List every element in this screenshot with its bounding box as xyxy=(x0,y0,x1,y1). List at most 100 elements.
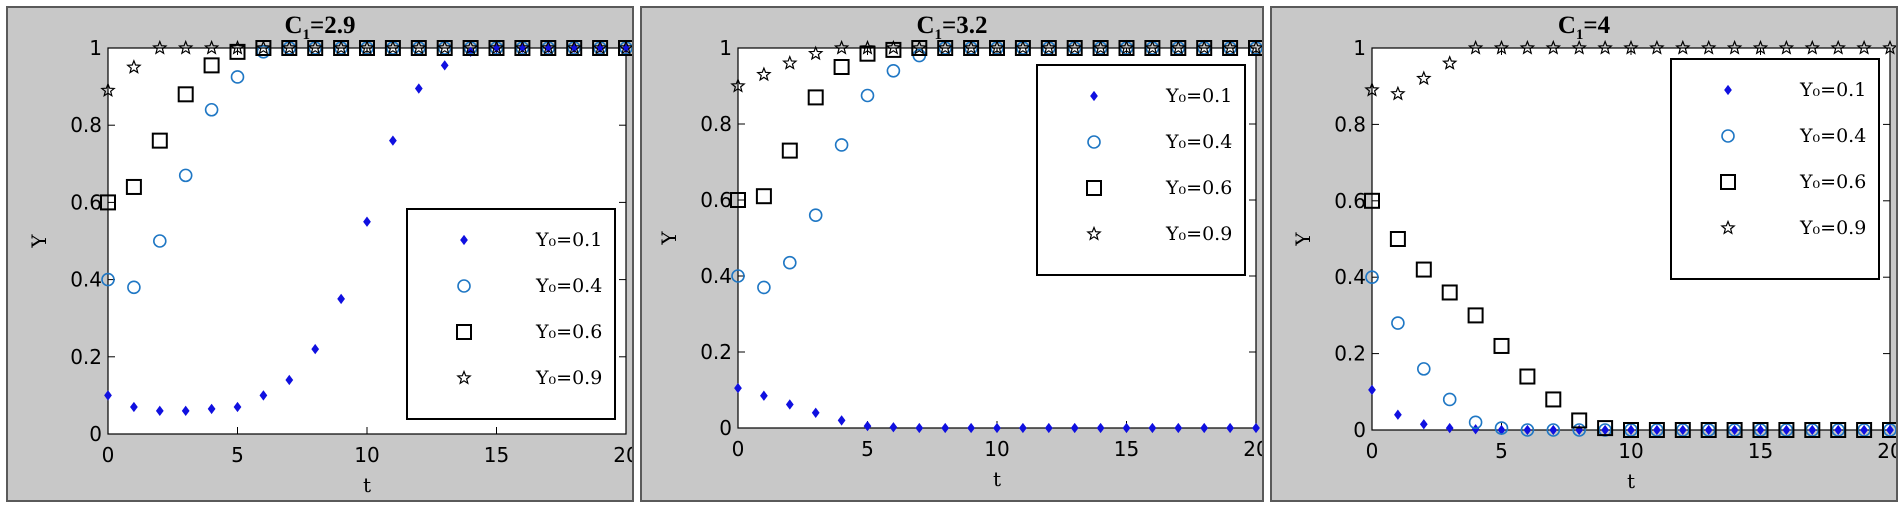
legend: Y₀=0.1 Y₀=0.4 Y₀=0.6 Y₀=0.9 xyxy=(1036,64,1246,276)
data-point xyxy=(1365,270,1379,285)
data-point xyxy=(1044,422,1053,434)
data-point xyxy=(1830,39,1846,55)
data-point xyxy=(311,343,320,355)
y-tick-label: 0.2 xyxy=(70,345,102,369)
legend-item: Y₀=0.1 xyxy=(1038,78,1244,114)
data-point xyxy=(436,39,453,55)
data-point xyxy=(230,70,245,84)
data-point xyxy=(781,142,798,159)
data-point xyxy=(760,390,768,401)
data-point xyxy=(488,39,505,55)
y-tick-label: 0.4 xyxy=(700,264,732,288)
data-point xyxy=(1041,39,1057,55)
y-tick-label: 0.8 xyxy=(1334,112,1366,136)
data-point xyxy=(1674,422,1691,438)
data-point xyxy=(911,39,928,55)
data-point xyxy=(731,269,745,283)
data-point xyxy=(363,216,371,227)
data-point xyxy=(1493,337,1510,354)
data-point xyxy=(1252,422,1260,434)
x-axis-label: t xyxy=(1627,469,1635,493)
data-point xyxy=(414,83,423,94)
data-point xyxy=(1882,39,1896,55)
y-tick-label: 0.8 xyxy=(70,113,102,137)
data-point xyxy=(177,39,194,55)
y-tick-label: 0 xyxy=(1353,418,1366,442)
data-point xyxy=(1222,39,1238,55)
legend-marker-star xyxy=(1086,225,1102,241)
x-tick-label: 0 xyxy=(732,437,745,461)
data-point xyxy=(540,39,557,55)
data-point xyxy=(1096,422,1105,434)
data-point xyxy=(203,57,220,74)
data-point xyxy=(359,39,375,55)
x-tick-label: 5 xyxy=(861,437,874,461)
data-point xyxy=(1417,362,1431,376)
data-point xyxy=(1416,70,1432,86)
y-tick-label: 0 xyxy=(89,422,102,446)
y-tick-label: 1 xyxy=(1353,36,1366,60)
data-point xyxy=(100,194,116,211)
legend: Y₀=0.1 Y₀=0.4 Y₀=0.6 Y₀=0.9 xyxy=(406,208,616,420)
data-point xyxy=(757,280,771,295)
legend-marker-square xyxy=(456,324,472,340)
data-point xyxy=(1856,39,1872,55)
data-point xyxy=(178,168,193,183)
data-point xyxy=(1545,391,1562,408)
data-point xyxy=(181,405,190,417)
x-tick-label: 15 xyxy=(1114,437,1139,461)
data-point xyxy=(1730,424,1739,436)
legend: Y₀=0.1 Y₀=0.4 Y₀=0.6 Y₀=0.9 xyxy=(1670,58,1880,280)
data-point xyxy=(859,45,876,62)
legend-marker-square xyxy=(1720,174,1736,190)
data-point xyxy=(785,399,794,410)
legend-marker-circle xyxy=(1721,129,1735,143)
data-point xyxy=(1627,424,1635,436)
x-tick-label: 20 xyxy=(1877,439,1896,463)
data-point xyxy=(152,39,168,55)
data-point xyxy=(1756,424,1765,436)
data-point xyxy=(860,88,875,103)
data-point xyxy=(1856,422,1873,438)
data-point xyxy=(915,422,924,434)
legend-label: Y₀=0.6 xyxy=(1800,171,1867,193)
data-point xyxy=(1118,39,1135,55)
data-point xyxy=(1597,420,1614,437)
legend-marker-star xyxy=(456,369,472,385)
legend-label: Y₀=0.4 xyxy=(1166,131,1233,153)
data-point xyxy=(411,39,427,55)
legend-item: Y₀=0.9 xyxy=(1672,210,1878,246)
legend-marker-circle xyxy=(457,279,471,293)
legend-marker-square xyxy=(1086,180,1102,196)
data-point xyxy=(229,39,246,55)
data-point xyxy=(1653,424,1661,436)
data-point xyxy=(1704,424,1713,436)
legend-item: Y₀=0.9 xyxy=(1038,216,1244,252)
data-point xyxy=(1174,422,1183,434)
data-point xyxy=(1148,422,1157,434)
data-point xyxy=(808,208,823,222)
data-point xyxy=(255,39,272,55)
data-point xyxy=(1834,424,1843,436)
legend-item: Y₀=0.6 xyxy=(408,314,614,350)
data-point xyxy=(1226,422,1234,434)
data-point xyxy=(833,59,850,75)
data-point xyxy=(1519,368,1536,385)
x-axis-label: t xyxy=(363,473,371,497)
data-point xyxy=(333,39,349,55)
data-point xyxy=(1394,409,1402,420)
data-point xyxy=(1675,39,1691,55)
data-point xyxy=(1441,55,1458,70)
data-point xyxy=(967,422,975,434)
data-point xyxy=(101,272,115,287)
chart-title: C1=4 xyxy=(1557,12,1611,43)
y-tick-label: 0.6 xyxy=(70,190,102,214)
legend-label: Y₀=0.4 xyxy=(536,275,603,297)
data-point xyxy=(1468,415,1483,430)
y-tick-label: 0.6 xyxy=(1334,189,1366,213)
data-point xyxy=(1419,419,1428,430)
x-tick-label: 5 xyxy=(231,443,244,467)
legend-label: Y₀=0.1 xyxy=(1166,85,1233,107)
